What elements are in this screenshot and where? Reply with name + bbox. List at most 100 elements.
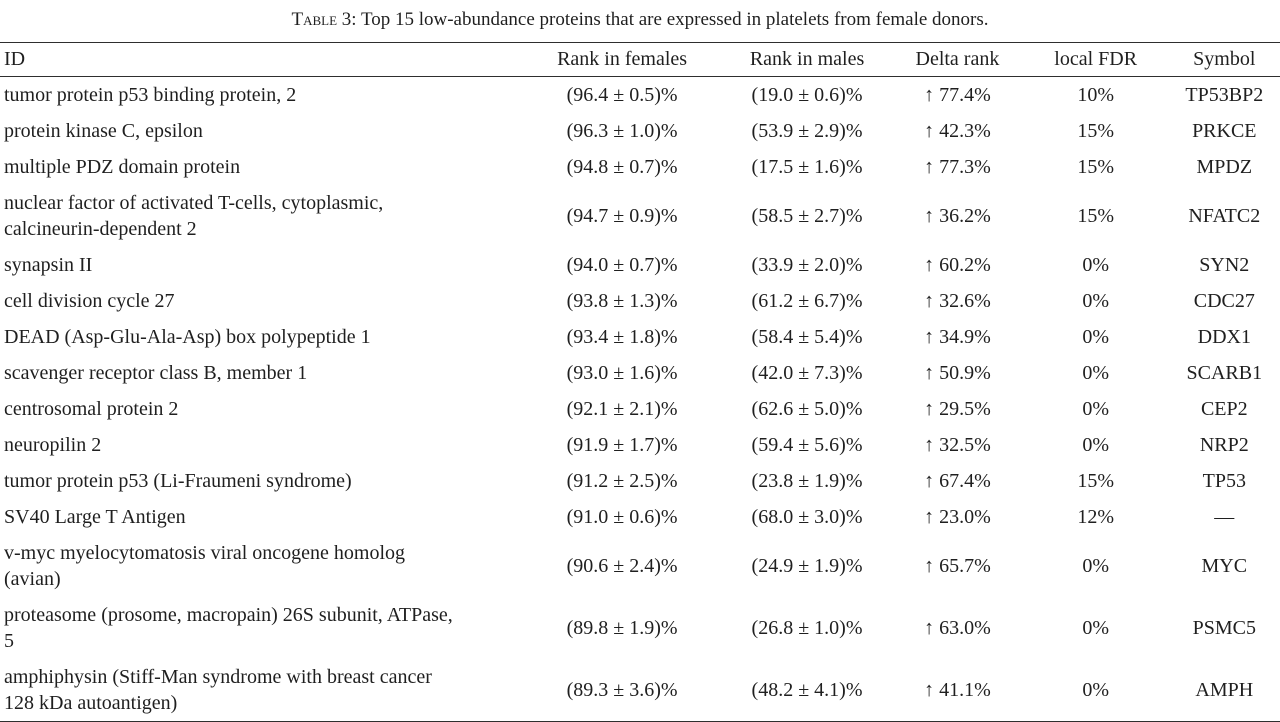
local-fdr-cell: 15% [1077, 120, 1114, 142]
id-cell: proteasome (prosome, macropain) 26S subu… [4, 604, 453, 652]
table-row: tumor protein p53 binding protein, 2 (96.… [0, 77, 1280, 114]
id-cell: scavenger receptor class B, member 1 [4, 362, 308, 384]
symbol-cell: — [1214, 506, 1235, 528]
table-row: cell division cycle 27 (93.8 ± 1.3)% (61.2… [0, 283, 1280, 319]
id-cell: centrosomal protein 2 [4, 398, 179, 420]
local-fdr-cell: 0% [1082, 290, 1109, 312]
column-header-symbol: Symbol [1168, 42, 1280, 77]
table-row: synapsin II (94.0 ± 0.7)% (33.9 ± 2.0)% ↑ 6… [0, 247, 1280, 283]
table-title: Table 3: Top 15 low-abundance proteins t… [0, 0, 1280, 42]
rank-males-cell: (62.6 ± 5.0)% [751, 398, 863, 420]
rank-males-cell: (59.4 ± 5.6)% [751, 434, 863, 456]
symbol-cell: PSMC5 [1192, 617, 1256, 639]
id-cell: SV40 Large T Antigen [4, 506, 186, 528]
rank-females-cell: (92.1 ± 2.1)% [566, 398, 678, 420]
symbol-cell: CDC27 [1193, 290, 1255, 312]
id-cell: multiple PDZ domain protein [4, 156, 241, 178]
results-table: ID Rank in females Rank in males Delta r… [0, 42, 1280, 722]
local-fdr-cell: 0% [1082, 362, 1109, 384]
id-cell: tumor protein p53 binding protein, 2 [4, 84, 297, 106]
delta-rank-cell: ↑ 41.1% [924, 679, 991, 701]
local-fdr-cell: 0% [1082, 398, 1109, 420]
symbol-cell: NRP2 [1199, 434, 1249, 456]
id-cell: neuropilin 2 [4, 434, 102, 456]
rank-females-cell: (96.3 ± 1.0)% [566, 120, 678, 142]
column-header-rank-females: Rank in females [522, 42, 722, 77]
symbol-cell: MYC [1201, 555, 1248, 577]
column-header-rank-males: Rank in males [721, 42, 893, 77]
rank-females-cell: (91.2 ± 2.5)% [566, 470, 678, 492]
table-row: tumor protein p53 (Li-Fraumeni syndrome)… [0, 463, 1280, 499]
rank-males-cell: (58.4 ± 5.4)% [751, 326, 863, 348]
local-fdr-cell: 12% [1077, 506, 1114, 528]
delta-rank-cell: ↑ 63.0% [924, 617, 991, 639]
table-row: SV40 Large T Antigen (91.0 ± 0.6)% (68.0 ±… [0, 499, 1280, 535]
rank-males-cell: (68.0 ± 3.0)% [751, 506, 863, 528]
delta-rank-cell: ↑ 77.4% [924, 84, 991, 106]
rank-females-cell: (91.9 ± 1.7)% [566, 434, 678, 456]
id-cell: protein kinase C, epsilon [4, 120, 203, 142]
table-row: multiple PDZ domain protein (94.8 ± 0.7)%… [0, 149, 1280, 185]
id-cell: amphiphysin (Stiff-Man syndrome with bre… [4, 666, 432, 714]
symbol-cell: SYN2 [1199, 254, 1250, 276]
symbol-cell: MPDZ [1196, 156, 1253, 178]
delta-rank-cell: ↑ 32.5% [924, 434, 991, 456]
column-header-id: ID [0, 42, 523, 77]
local-fdr-cell: 0% [1082, 326, 1109, 348]
local-fdr-cell: 15% [1077, 470, 1114, 492]
local-fdr-cell: 15% [1077, 156, 1114, 178]
delta-rank-cell: ↑ 77.3% [924, 156, 991, 178]
rank-males-cell: (53.9 ± 2.9)% [751, 120, 863, 142]
local-fdr-cell: 0% [1082, 555, 1109, 577]
table-row: proteasome (prosome, macropain) 26S subu… [0, 597, 1280, 659]
id-cell: tumor protein p53 (Li-Fraumeni syndrome) [4, 470, 352, 492]
rank-females-cell: (94.7 ± 0.9)% [566, 205, 678, 227]
rank-females-cell: (94.0 ± 0.7)% [566, 254, 678, 276]
id-cell: cell division cycle 27 [4, 290, 175, 312]
rank-males-cell: (42.0 ± 7.3)% [751, 362, 863, 384]
symbol-cell: NFATC2 [1188, 205, 1261, 227]
delta-rank-cell: ↑ 23.0% [924, 506, 991, 528]
delta-rank-cell: ↑ 65.7% [924, 555, 991, 577]
id-cell: DEAD (Asp-Glu-Ala-Asp) box polypeptide 1 [4, 326, 371, 348]
delta-rank-cell: ↑ 34.9% [924, 326, 991, 348]
local-fdr-cell: 10% [1077, 84, 1114, 106]
table-body: tumor protein p53 binding protein, 2 (96.… [0, 77, 1280, 722]
id-cell: synapsin II [4, 254, 93, 276]
rank-females-cell: (89.8 ± 1.9)% [566, 617, 678, 639]
delta-rank-cell: ↑ 32.6% [924, 290, 991, 312]
symbol-cell: PRKCE [1192, 120, 1257, 142]
rank-males-cell: (33.9 ± 2.0)% [751, 254, 863, 276]
delta-rank-cell: ↑ 42.3% [924, 120, 991, 142]
table-row: scavenger receptor class B, member 1 (93.… [0, 355, 1280, 391]
rank-females-cell: (90.6 ± 2.4)% [566, 555, 678, 577]
rank-males-cell: (19.0 ± 0.6)% [751, 84, 863, 106]
rank-males-cell: (58.5 ± 2.7)% [751, 205, 863, 227]
rank-females-cell: (93.0 ± 1.6)% [566, 362, 678, 384]
delta-rank-cell: ↑ 50.9% [924, 362, 991, 384]
rank-males-cell: (48.2 ± 4.1)% [751, 679, 863, 701]
column-header-local-fdr: local FDR [1022, 42, 1169, 77]
rank-females-cell: (94.8 ± 0.7)% [566, 156, 678, 178]
symbol-cell: AMPH [1195, 679, 1254, 701]
column-header-delta-rank: Delta rank [892, 42, 1023, 77]
id-cell: v-myc myelocytomatosis viral oncogene ho… [4, 542, 406, 590]
table-row: neuropilin 2 (91.9 ± 1.7)% (59.4 ± 5.6)% ↑ … [0, 427, 1280, 463]
rank-males-cell: (24.9 ± 1.9)% [751, 555, 863, 577]
table-header-row: ID Rank in females Rank in males Delta r… [0, 42, 1280, 77]
delta-rank-cell: ↑ 36.2% [924, 205, 991, 227]
table-title-text: Top 15 low-abundance proteins that are e… [356, 9, 989, 30]
rank-females-cell: (93.8 ± 1.3)% [566, 290, 678, 312]
table-row: nuclear factor of activated T-cells, cyt… [0, 185, 1280, 247]
local-fdr-cell: 0% [1082, 434, 1109, 456]
table-row: centrosomal protein 2 (92.1 ± 2.1)% (62.6 … [0, 391, 1280, 427]
local-fdr-cell: 0% [1082, 617, 1109, 639]
rank-females-cell: (96.4 ± 0.5)% [566, 84, 678, 106]
table-row: protein kinase C, epsilon (96.3 ± 1.0)% (5… [0, 113, 1280, 149]
symbol-cell: CEP2 [1200, 398, 1248, 420]
symbol-cell: TP53BP2 [1185, 84, 1264, 106]
local-fdr-cell: 0% [1082, 679, 1109, 701]
delta-rank-cell: ↑ 60.2% [924, 254, 991, 276]
symbol-cell: TP53 [1202, 470, 1246, 492]
